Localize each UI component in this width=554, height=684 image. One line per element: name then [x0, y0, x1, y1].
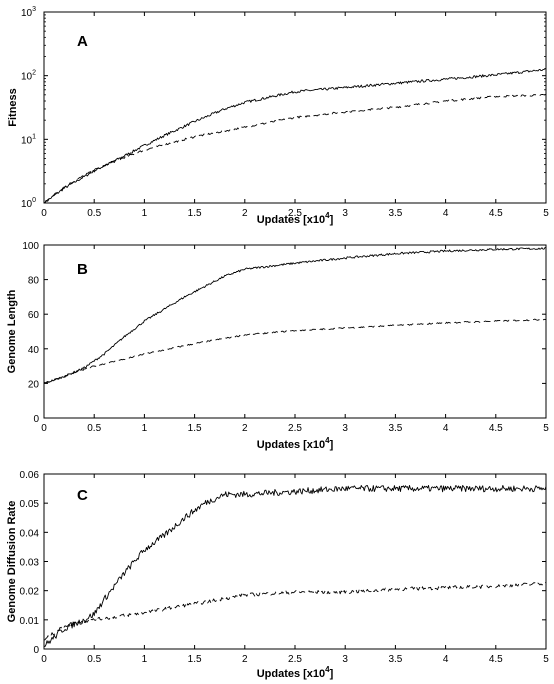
y-tick-label: 0.05 — [20, 499, 40, 510]
panel-c-letter: C — [77, 487, 88, 504]
panel-c-ticks: 0 0.5 1 1.5 2 2.5 3 3.5 4 4.5 5 0 0.01 0.02 0.03 0.04 0.… — [20, 470, 550, 665]
y-tick-label: 80 — [28, 276, 40, 287]
x-tick-label: 0 — [41, 208, 47, 219]
panel-b-series-dashed — [44, 319, 546, 383]
y-tick-label: 0.02 — [20, 587, 40, 598]
y-tick-label: 60 — [28, 310, 40, 321]
y-tick-label: 103 — [21, 6, 36, 19]
x-tick-label: 4 — [443, 208, 449, 219]
x-tick-label: 3.5 — [388, 208, 402, 219]
x-tick-label: 3.5 — [388, 423, 402, 434]
x-tick-label: 0.5 — [87, 654, 101, 665]
x-tick-label: 4 — [443, 423, 449, 434]
panel-a-letter: A — [77, 33, 88, 50]
y-tick-label: 0.01 — [20, 616, 40, 627]
x-tick-label: 5 — [543, 654, 549, 665]
y-tick-label: 100 — [21, 197, 36, 210]
x-tick-label: 0 — [41, 654, 47, 665]
panel-c-y-axis-label: Genome Diffusion Rate — [6, 501, 18, 623]
x-tick-label: 4 — [443, 654, 449, 665]
x-tick-label: 1 — [142, 423, 148, 434]
panel-a-y-axis-label: Fitness — [7, 88, 19, 127]
x-tick-label: 3 — [342, 423, 348, 434]
y-tick-label: 0 — [33, 645, 39, 656]
x-tick-label: 1 — [142, 208, 148, 219]
panel-a-lines — [44, 68, 546, 203]
panel-c-lines — [44, 485, 546, 646]
x-tick-label: 1.5 — [188, 423, 202, 434]
x-tick-label: 3 — [342, 208, 348, 219]
y-tick-label: 0.04 — [20, 528, 40, 539]
panel-b-x-axis-label: Updates [x104] — [257, 436, 334, 451]
panel-c-plot-area — [44, 474, 546, 649]
y-tick-label: 40 — [28, 345, 40, 356]
x-tick-label: 1 — [142, 654, 148, 665]
panel-b: B 0 0.5 1 1.5 2 2.5 3 3.5 4 4.5 5 0 20 40 60 80 100 Upda… — [6, 241, 549, 451]
x-tick-label: 1.5 — [188, 654, 202, 665]
y-tick-label: 0.06 — [20, 470, 40, 481]
y-tick-label: 100 — [22, 241, 39, 252]
y-tick-label: 0.03 — [20, 558, 40, 569]
panel-b-y-axis-label: Genome Length — [6, 289, 18, 373]
panel-c-x-axis-label: Updates [x104] — [257, 665, 334, 680]
panel-a-series-solid — [44, 68, 546, 203]
x-tick-label: 2 — [242, 654, 248, 665]
x-tick-label: 4.5 — [489, 208, 503, 219]
x-tick-label: 2 — [242, 208, 248, 219]
panel-b-ticks: 0 0.5 1 1.5 2 2.5 3 3.5 4 4.5 5 0 20 40 60 80 100 — [22, 241, 549, 434]
y-tick-label: 0 — [33, 414, 39, 425]
panel-c-series-dashed — [44, 582, 546, 640]
x-tick-label: 0.5 — [87, 423, 101, 434]
y-tick-label: 102 — [21, 70, 36, 83]
x-tick-label: 2.5 — [288, 654, 302, 665]
panel-a-series-dashed — [44, 94, 546, 203]
y-tick-label: 20 — [28, 379, 40, 390]
panel-c-series-solid — [44, 485, 546, 646]
panel-a-x-axis-label: Updates [x104] — [257, 211, 334, 226]
y-tick-label: 101 — [21, 133, 36, 146]
x-tick-label: 0 — [41, 423, 47, 434]
x-tick-label: 4.5 — [489, 654, 503, 665]
panel-a-plot-area — [44, 12, 546, 203]
x-tick-label: 2.5 — [288, 423, 302, 434]
x-tick-label: 0.5 — [87, 208, 101, 219]
x-tick-label: 5 — [543, 208, 549, 219]
x-tick-label: 5 — [543, 423, 549, 434]
x-tick-label: 4.5 — [489, 423, 503, 434]
x-tick-label: 2 — [242, 423, 248, 434]
x-tick-label: 3 — [342, 654, 348, 665]
panel-b-letter: B — [77, 261, 88, 278]
x-tick-label: 1.5 — [188, 208, 202, 219]
panel-b-plot-area — [44, 245, 546, 418]
panel-b-lines — [44, 248, 546, 384]
panel-c: C 0 0.5 1 1.5 2 2.5 3 3.5 4 4.5 5 0 0.01 0.02 0.03 0.04… — [6, 470, 549, 680]
panel-b-series-solid — [44, 248, 546, 384]
x-tick-label: 3.5 — [388, 654, 402, 665]
